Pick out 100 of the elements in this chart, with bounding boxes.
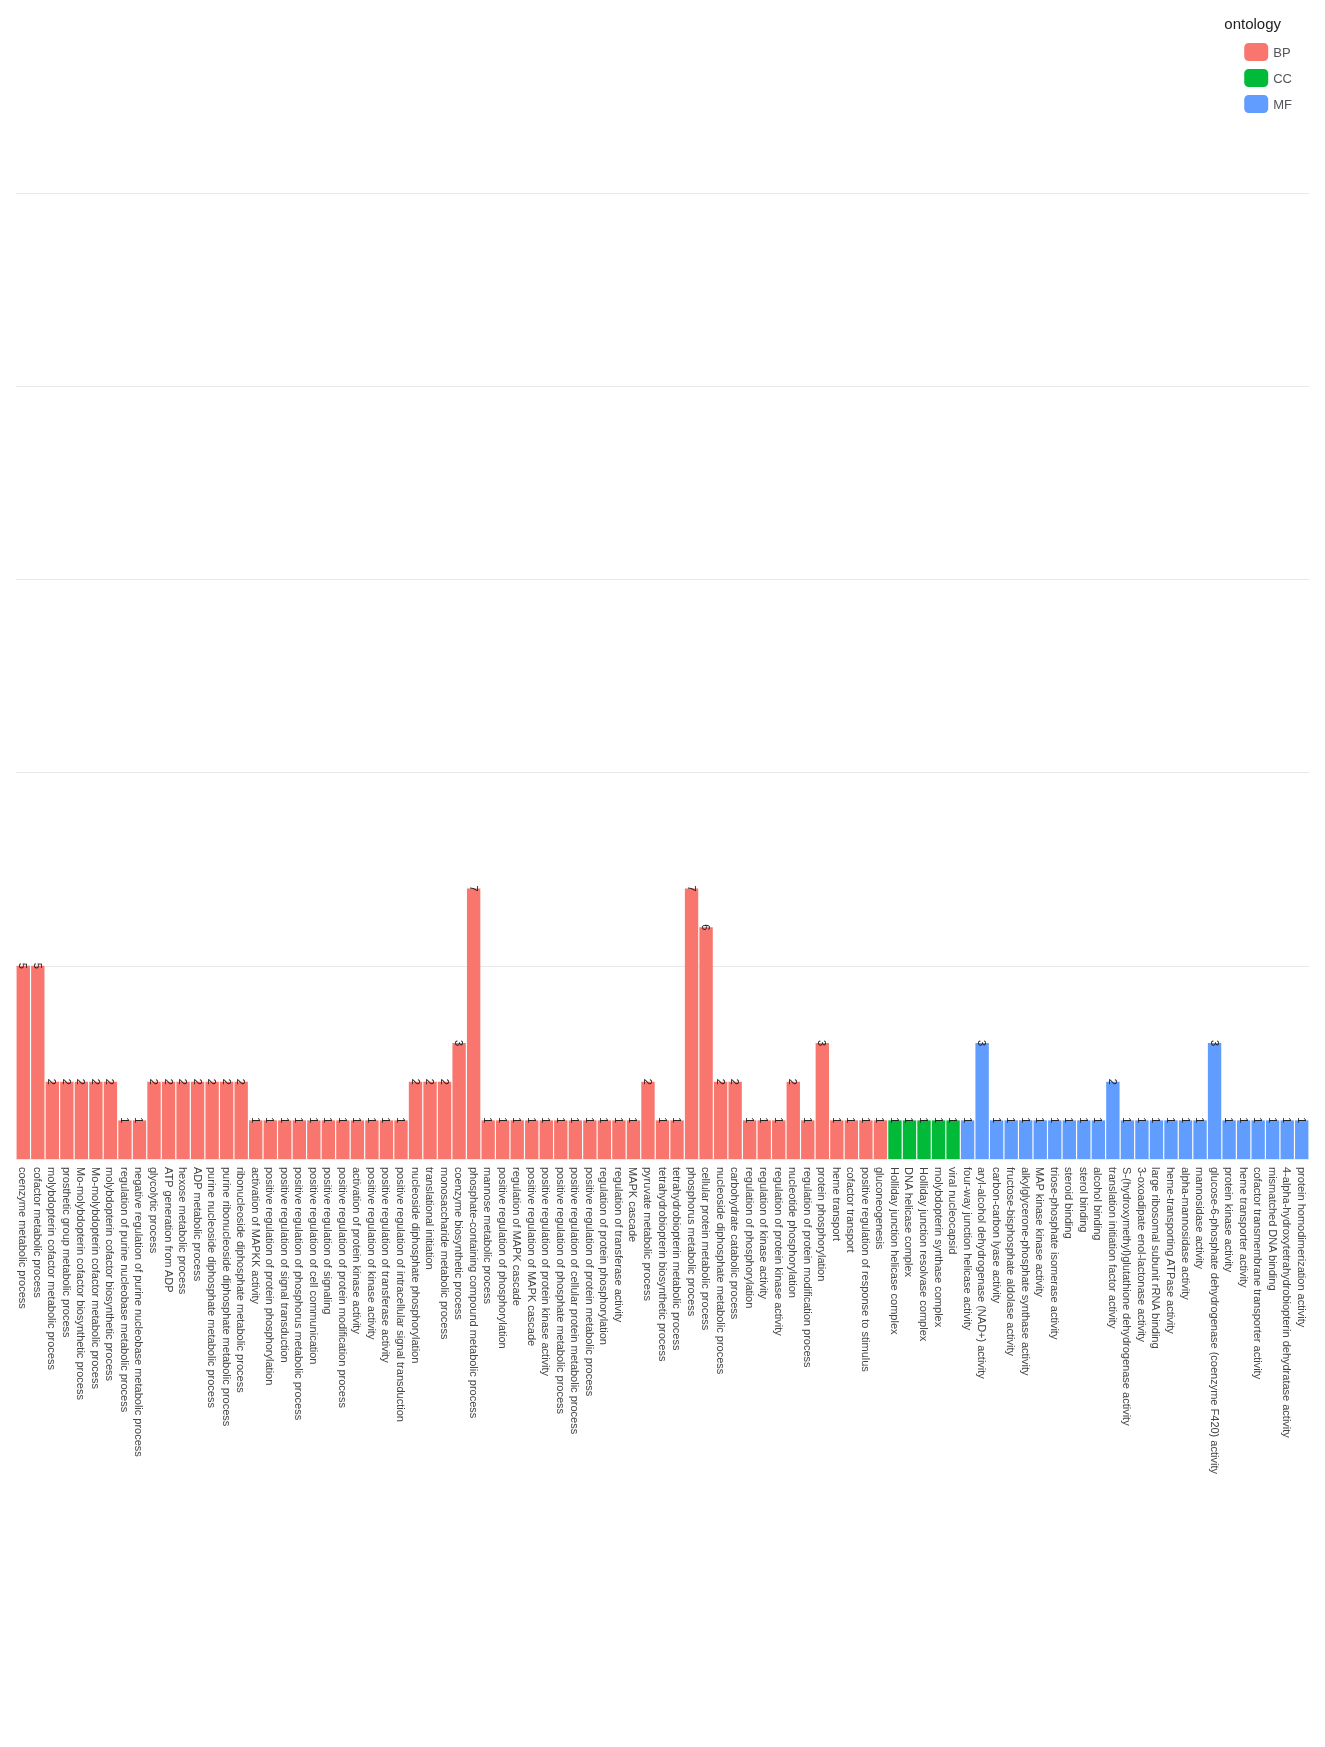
x-tick-label: translational initiation (424, 1167, 437, 1270)
x-tick-label: heme-transporting ATPase activity (1164, 1167, 1177, 1335)
data-label: 1 (1034, 1117, 1047, 1124)
x-tick-label: cofactor transport (845, 1167, 858, 1253)
data-label: 1 (947, 1117, 960, 1124)
x-tick-label: Holliday junction resolvase complex (918, 1167, 931, 1342)
x-tick-label: pyruvate metabolic process (641, 1167, 654, 1302)
x-tick-label: activation of protein kinase activity (351, 1167, 364, 1335)
data-label: 1 (1179, 1117, 1192, 1124)
x-tick-label: regulation of protein phosphorylation (598, 1167, 611, 1345)
data-label: 5 (31, 962, 44, 969)
data-label: 1 (859, 1117, 872, 1124)
data-label: 1 (772, 1117, 785, 1124)
x-tick-label: carbohydrate catabolic process (729, 1167, 742, 1320)
data-label: 2 (438, 1078, 451, 1085)
data-label: 1 (554, 1117, 567, 1124)
data-label: 1 (1223, 1117, 1236, 1124)
x-tick-label: molybdopterin cofactor biosynthetic process (104, 1167, 117, 1382)
data-label: 1 (307, 1117, 320, 1124)
data-label: 1 (932, 1117, 945, 1124)
data-label: 1 (990, 1117, 1003, 1124)
data-label: 2 (60, 1078, 73, 1085)
x-tick-label: large ribosomal subunit rRNA binding (1150, 1167, 1163, 1349)
data-label: 1 (380, 1117, 393, 1124)
x-tick-label: positive regulation of kinase activity (365, 1167, 378, 1340)
data-label: 1 (1237, 1117, 1250, 1124)
data-label: 6 (700, 924, 713, 931)
data-label: 1 (496, 1117, 509, 1124)
legend-label: MF (1273, 96, 1293, 112)
data-label: 2 (641, 1078, 654, 1085)
x-tick-label: purine ribonucleoside diphosphate metabolic process (220, 1167, 233, 1427)
x-tick-label: heme transporter activity (1237, 1167, 1250, 1288)
x-tick-label: positive regulation of cellular protein metabolic process (569, 1167, 582, 1435)
data-label: 2 (424, 1078, 437, 1085)
x-tick-label: negative regulation of purine nucleobase metabolic process (133, 1167, 146, 1458)
x-tick-label: nucleoside diphosphate phosphorylation (409, 1167, 422, 1364)
data-label: 1 (569, 1117, 582, 1124)
data-label: 7 (467, 885, 480, 892)
x-tick-label: nucleotide phosphorylation (787, 1167, 800, 1298)
x-tick-label: positive regulation of protein phosphorylation (264, 1167, 277, 1386)
data-label: 1 (627, 1117, 640, 1124)
data-label: 1 (351, 1117, 364, 1124)
x-tick-label: alpha-mannosidase activity (1179, 1167, 1192, 1301)
data-label: 1 (525, 1117, 538, 1124)
x-tick-label: hexose metabolic process (177, 1167, 190, 1295)
x-tick-label: purine nucleoside diphosphate metabolic process (206, 1167, 219, 1409)
data-label: 2 (191, 1078, 204, 1085)
data-label: 1 (264, 1117, 277, 1124)
data-label: 1 (322, 1117, 335, 1124)
data-label: 2 (409, 1078, 422, 1085)
data-label: 1 (1164, 1117, 1177, 1124)
x-tick-label: mismatched DNA binding (1266, 1167, 1279, 1291)
data-label: 1 (336, 1117, 349, 1124)
x-tick-label: four-way junction helicase activity (961, 1167, 974, 1331)
data-label: 1 (540, 1117, 553, 1124)
data-label: 1 (278, 1117, 291, 1124)
x-tick-label: protein kinase activity (1223, 1167, 1236, 1273)
data-label: 2 (235, 1078, 248, 1085)
data-label: 1 (918, 1117, 931, 1124)
x-tick-label: Holliday junction helicase complex (888, 1167, 901, 1336)
data-label: 1 (1077, 1117, 1090, 1124)
x-tick-label: monosaccharide metabolic process (438, 1167, 451, 1340)
data-label: 3 (976, 1040, 989, 1047)
legend-label: CC (1273, 70, 1292, 86)
data-label: 1 (118, 1117, 131, 1124)
x-tick-label: tetrahydrobiopterin metabolic process (671, 1167, 684, 1351)
data-label: 1 (671, 1117, 684, 1124)
data-label: 1 (1048, 1117, 1061, 1124)
data-label: 1 (133, 1117, 146, 1124)
x-tick-label: coenzyme biosynthetic process (453, 1167, 466, 1321)
data-label: 2 (206, 1078, 219, 1085)
data-label: 1 (612, 1117, 625, 1124)
x-tick-label: protein phosphorylation (816, 1167, 829, 1282)
x-tick-label: regulation of protein kinase activity (772, 1167, 785, 1337)
data-label: 1 (1005, 1117, 1018, 1124)
x-tick-label: MAP kinase kinase activity (1034, 1167, 1047, 1298)
data-label: 2 (162, 1078, 175, 1085)
x-tick-label: S-(hydroxymethyl)glutathione dehydrogenase activity (1121, 1167, 1134, 1427)
data-label: 1 (830, 1117, 843, 1124)
data-label: 1 (903, 1117, 916, 1124)
x-tick-label: steroid binding (1063, 1167, 1076, 1239)
x-tick-label: mannosidase activity (1194, 1167, 1207, 1270)
x-tick-label: coenzyme metabolic process (17, 1167, 30, 1310)
x-tick-label: phosphorus metabolic process (685, 1167, 698, 1317)
x-tick-label: regulation of MAPK cascade (511, 1167, 524, 1306)
data-label: 1 (1135, 1117, 1148, 1124)
data-label: 1 (743, 1117, 756, 1124)
data-label: 1 (482, 1117, 495, 1124)
data-label: 2 (75, 1078, 88, 1085)
data-label: 3 (816, 1040, 829, 1047)
data-label: 1 (583, 1117, 596, 1124)
x-tick-label: regulation of protein modification process (801, 1167, 814, 1369)
data-label: 2 (104, 1078, 117, 1085)
x-tick-label: cellular protein metabolic process (700, 1167, 713, 1331)
x-tick-label: 3-oxoadipate enol-lactonase activity (1135, 1167, 1148, 1343)
data-label: 1 (1266, 1117, 1279, 1124)
x-tick-label: positive regulation of signaling (322, 1167, 335, 1315)
x-tick-label: positive regulation of protein modification process (336, 1167, 349, 1409)
x-tick-label: gluconeogenesis (874, 1167, 887, 1251)
x-tick-label: regulation of purine nucleobase metabolic process (118, 1167, 131, 1413)
